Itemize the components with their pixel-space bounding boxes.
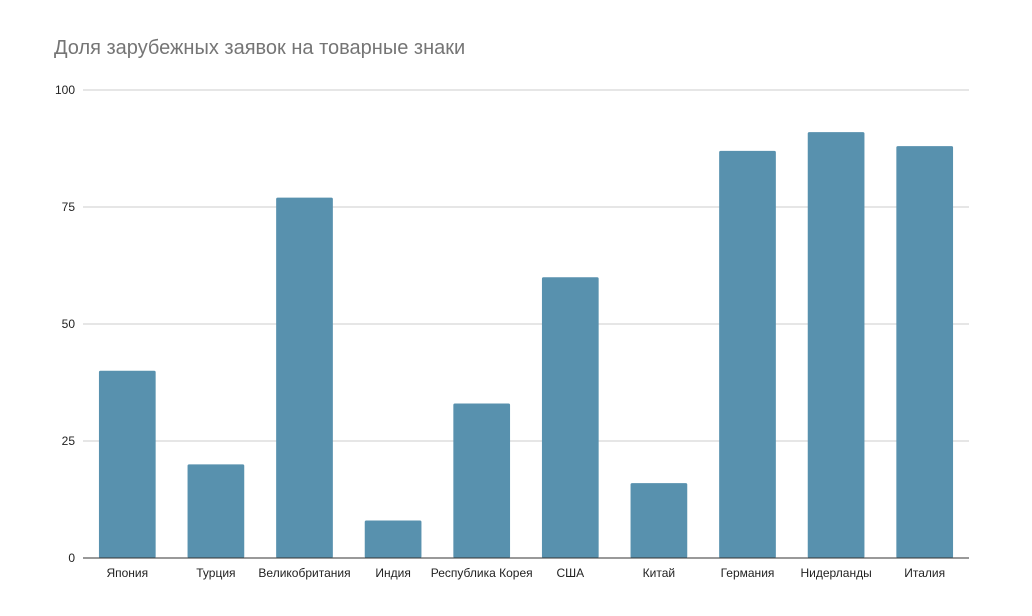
bar xyxy=(453,403,511,558)
x-tick-label: Республика Корея xyxy=(431,566,533,580)
x-tick-label: Китай xyxy=(643,566,675,580)
bar xyxy=(276,197,333,558)
y-tick-label: 100 xyxy=(55,83,75,97)
x-tick-label: Великобритания xyxy=(258,566,350,580)
y-tick-label: 50 xyxy=(62,317,76,331)
x-tick-label: Турция xyxy=(196,566,235,580)
x-tick-label: Италия xyxy=(904,566,945,580)
y-tick-label: 0 xyxy=(68,551,75,565)
x-axis-ticks: Япония Турция Великобритания Индия Республик… xyxy=(106,566,945,580)
x-tick-label: Индия xyxy=(375,566,410,580)
x-tick-label: Япония xyxy=(106,566,148,580)
bar xyxy=(630,483,688,558)
bar xyxy=(541,277,599,558)
bar xyxy=(719,150,776,558)
x-tick-label: Нидерланды xyxy=(800,566,871,580)
bars xyxy=(98,132,954,558)
y-tick-label: 25 xyxy=(62,434,76,448)
x-tick-label: США xyxy=(556,566,584,580)
bar xyxy=(364,520,422,558)
bar xyxy=(807,132,865,558)
bar xyxy=(187,464,245,558)
chart-title: Доля зарубежных заявок на товарные знаки xyxy=(54,37,466,59)
bar xyxy=(98,370,156,558)
y-tick-label: 75 xyxy=(62,200,76,214)
x-tick-label: Германия xyxy=(721,566,775,580)
bar xyxy=(896,146,954,558)
y-axis-ticks: 0 25 50 75 100 xyxy=(55,83,75,565)
